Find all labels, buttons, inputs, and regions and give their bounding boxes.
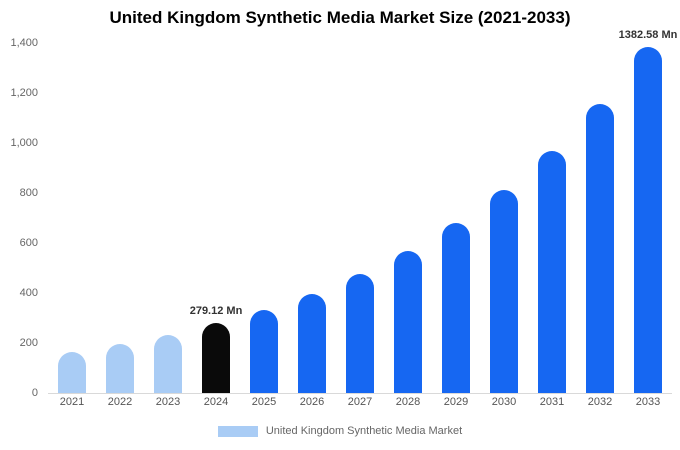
bar-slot-2032 bbox=[576, 43, 624, 393]
bar-value-label-2033: 1382.58 Mn bbox=[618, 29, 678, 42]
x-axis-label-2028: 2028 bbox=[395, 396, 421, 408]
bar-2027[interactable] bbox=[346, 274, 374, 393]
x-axis-label-2026: 2026 bbox=[299, 396, 325, 408]
legend-label: United Kingdom Synthetic Media Market bbox=[265, 425, 463, 437]
bar-slot-2024: 279.12 Mn bbox=[189, 43, 243, 393]
x-axis-label-2032: 2032 bbox=[587, 396, 613, 408]
y-tick-label: 1,000 bbox=[10, 137, 38, 149]
bar-slot-2027 bbox=[336, 43, 384, 393]
bars-row: 279.12 Mn 1382.58 Mn bbox=[48, 29, 677, 393]
x-axis-label-2029: 2029 bbox=[443, 396, 469, 408]
y-tick-label: 800 bbox=[19, 187, 38, 199]
bar-2033[interactable] bbox=[634, 47, 662, 393]
bar-2032[interactable] bbox=[586, 103, 614, 393]
bar-2022[interactable] bbox=[106, 344, 134, 393]
bar-slot-2028 bbox=[384, 43, 432, 393]
bar-2021[interactable] bbox=[58, 352, 86, 393]
bar-2024[interactable] bbox=[202, 323, 230, 393]
x-axis-label-2030: 2030 bbox=[491, 396, 517, 408]
x-axis: 2021 2022 2023 2024 2025 2026 2027 2028 2029 2030… bbox=[48, 396, 672, 408]
bar-2028[interactable] bbox=[394, 251, 422, 393]
y-tick-label: 400 bbox=[19, 287, 38, 299]
bar-2023[interactable] bbox=[154, 334, 182, 393]
y-tick-label: 600 bbox=[19, 237, 38, 249]
y-tick-label: 200 bbox=[19, 337, 38, 349]
plot-area: 279.12 Mn 1382.58 Mn bbox=[48, 29, 677, 394]
y-axis: 0 200 400 600 800 1,000 1,200 1,400 bbox=[0, 37, 42, 399]
bar-slot-2031 bbox=[528, 43, 576, 393]
bar-2026[interactable] bbox=[298, 293, 326, 393]
bar-2031[interactable] bbox=[538, 150, 566, 393]
bar-slot-2023 bbox=[144, 43, 192, 393]
x-axis-label-2031: 2031 bbox=[539, 396, 565, 408]
bar-2025[interactable] bbox=[250, 309, 278, 393]
y-tick-label: 1,200 bbox=[10, 87, 38, 99]
bar-slot-2029 bbox=[432, 43, 480, 393]
y-tick-label: 0 bbox=[31, 387, 38, 399]
x-axis-label-2027: 2027 bbox=[347, 396, 373, 408]
bar-slot-2021 bbox=[48, 43, 96, 393]
bar-value-label-2024: 279.12 Mn bbox=[189, 305, 243, 318]
y-tick-label: 1,400 bbox=[10, 37, 38, 49]
chart-title: United Kingdom Synthetic Media Market Si… bbox=[109, 8, 571, 27]
bar-slot-2022 bbox=[96, 43, 144, 393]
x-axis-label-2023: 2023 bbox=[155, 396, 181, 408]
bar-2029[interactable] bbox=[442, 223, 470, 393]
x-axis-label-2024: 2024 bbox=[203, 396, 229, 408]
x-axis-label-2025: 2025 bbox=[251, 396, 277, 408]
bar-slot-2025 bbox=[240, 43, 288, 393]
x-axis-label-2022: 2022 bbox=[107, 396, 133, 408]
x-axis-label-2033: 2033 bbox=[635, 396, 661, 408]
bar-slot-2026 bbox=[288, 43, 336, 393]
bar-slot-2030 bbox=[480, 43, 528, 393]
bar-2030[interactable] bbox=[490, 190, 518, 393]
legend-item[interactable]: United Kingdom Synthetic Media Market bbox=[0, 425, 680, 437]
bar-slot-2033: 1382.58 Mn bbox=[619, 29, 677, 393]
legend-swatch-icon bbox=[217, 425, 258, 437]
x-axis-label-2021: 2021 bbox=[59, 396, 85, 408]
